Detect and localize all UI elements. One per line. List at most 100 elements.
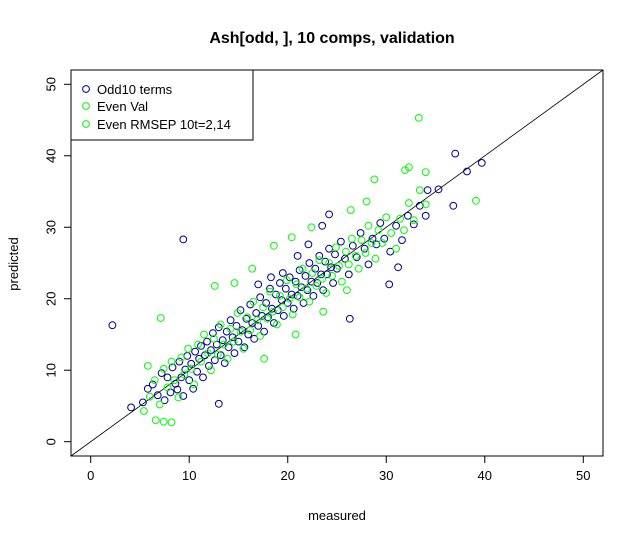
scatter-point [185,376,194,385]
scatter-point [371,254,380,263]
scatter-point [173,385,182,394]
scatter-point [414,114,423,122]
scatter-point [140,407,148,415]
scatter-point [348,241,357,250]
scatter-point [282,276,291,285]
scatter-point [218,336,227,345]
scatter-point [213,350,222,359]
scatter-point [409,220,418,229]
scatter-point [278,303,287,312]
scatter-point [392,221,401,230]
scatter-point [181,365,190,374]
x-axis-label: measured [308,508,366,523]
scatter-point [219,340,228,349]
scatter-point [170,376,179,385]
scatter-point [307,223,316,232]
scatter-point [331,250,339,259]
chart-title: Ash[odd, ], 10 comps, validation [209,30,454,47]
scatter-point [187,364,196,373]
scatter-point [256,332,265,340]
scatter-point [372,240,381,249]
scatter-point [415,186,424,195]
scatter-point [145,392,154,401]
legend: Odd10 terms Even Val Even RMSEP 10t=2,14 [70,69,254,141]
x-tick-label: 20 [281,468,295,483]
scatter-point [364,221,373,230]
scatter-point [244,330,253,339]
scatter-point [230,279,239,287]
scatter-point [214,399,223,408]
scatter-point [335,262,343,270]
scatter-point [191,347,200,356]
x-tick-label: 50 [576,468,590,483]
series-even-val [140,114,480,427]
scatter-point [308,269,317,277]
scatter-point [269,307,277,316]
scatter-point [207,366,215,375]
scatter-point [312,282,321,290]
scatter-point [200,330,208,339]
scatter-point [222,327,231,336]
scatter-point [288,310,297,319]
scatter-point [167,418,176,427]
scatter-point [344,260,353,269]
scatter-point [190,380,199,389]
scatter-point [364,260,373,269]
scatter-point [143,362,152,370]
scatter-point [421,200,430,209]
scatter-point [346,206,355,215]
scatter-point [187,359,196,368]
scatter-point [166,388,175,397]
scatter-point [295,293,304,302]
scatter-point [380,234,389,243]
scatter-point [279,312,288,320]
scatter-point [337,237,345,246]
scatter-point [108,321,117,330]
scatter-point [266,284,274,293]
scatter-point [287,290,296,299]
scatter-point [357,236,366,245]
scatter-point [248,264,257,273]
scatter-point [216,320,225,329]
scatter-point [404,211,412,220]
scatter-point [477,159,486,167]
legend-label-odd10: Odd10 terms [97,82,173,97]
x-tick-label: 10 [182,468,196,483]
scatter-point [226,324,235,333]
scatter-point [197,357,205,366]
scatter-point [179,235,188,244]
scatter-point [263,314,272,323]
scatter-point [405,199,413,207]
scatter-point [392,244,401,253]
scatter-point [184,344,193,353]
x-tick-label: 30 [379,468,393,483]
scatter-point [189,384,198,393]
scatter-point [301,272,310,280]
scatter-point [304,240,313,249]
scatter-point [236,327,245,336]
legend-marker-odd10 [82,85,90,93]
scatter-point [256,293,265,302]
legend-label-even-rmsep: Even RMSEP 10t=2,14 [97,117,231,132]
scatter-point [171,379,180,388]
data-points [108,114,486,427]
scatter-point [401,166,409,175]
scatter-point [160,396,169,405]
scatter-point [472,196,480,205]
scatter-point [148,380,157,389]
scatter-point [242,314,251,323]
scatter-point [203,337,211,346]
scatter-point [276,279,284,287]
scatter-point [309,292,318,300]
y-tick-label: 10 [44,363,59,377]
scatter-point [270,241,278,250]
y-axis-label: predicted [6,237,21,290]
scatter-point [180,370,189,379]
scatter-point [174,393,183,402]
scatter-point [325,244,334,253]
scatter-point [347,234,356,243]
scatter-point [329,279,338,287]
scatter-point [157,369,166,378]
scatter-point [318,274,327,283]
